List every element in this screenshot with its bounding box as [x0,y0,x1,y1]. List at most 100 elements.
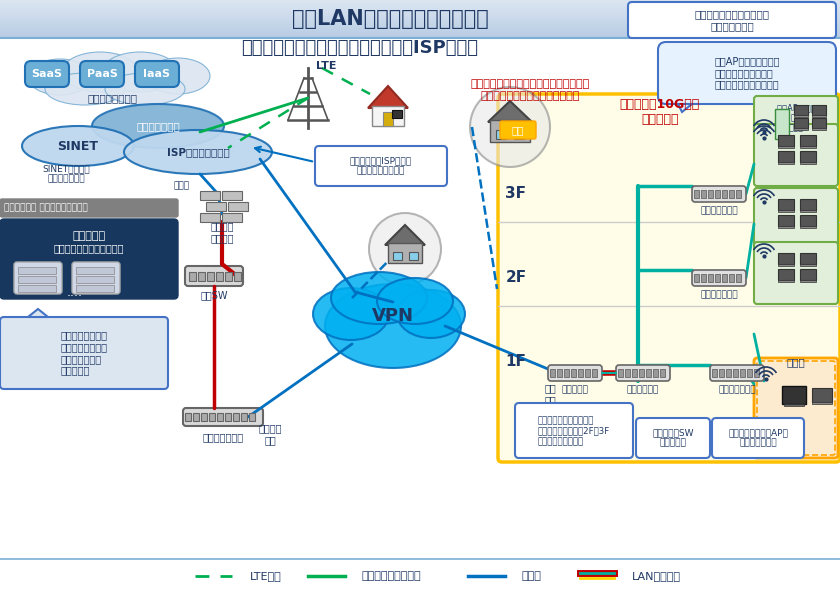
Bar [234,272,241,281]
Bar [557,369,562,377]
FancyBboxPatch shape [636,418,710,458]
Bar [0,36,840,37]
Ellipse shape [105,73,185,105]
FancyBboxPatch shape [498,94,840,462]
Bar [794,105,808,115]
Polygon shape [368,86,408,108]
Bar [0,17,840,18]
Bar [701,274,706,282]
Bar [778,135,794,146]
Bar [812,105,826,115]
Text: 充電: 充電 [791,113,801,122]
Ellipse shape [22,126,134,166]
FancyBboxPatch shape [754,188,838,250]
Polygon shape [678,104,692,112]
Bar [206,202,226,211]
FancyBboxPatch shape [754,242,838,304]
Bar [694,274,699,282]
Bar [0,26,840,27]
Bar [747,369,752,377]
Ellipse shape [102,52,178,92]
Ellipse shape [124,130,272,174]
FancyBboxPatch shape [712,418,804,458]
Bar [0,4,840,5]
Bar [0,29,840,30]
FancyBboxPatch shape [710,365,764,381]
Bar [0,3,840,4]
Bar [193,413,199,421]
Bar [778,162,794,164]
Bar [800,135,816,146]
Bar [639,369,644,377]
Bar [0,12,840,13]
Bar [578,369,583,377]
Bar [233,413,239,421]
FancyBboxPatch shape [754,96,838,140]
Bar [0,16,840,17]
Bar [794,118,808,128]
Bar [189,272,196,281]
Bar [812,128,826,130]
Bar [550,369,555,377]
Text: 携帯キャリア通信網: 携帯キャリア通信網 [362,571,422,581]
Text: フロアスイッチ: フロアスイッチ [701,290,738,299]
Bar [0,5,840,6]
Bar [646,369,651,377]
Bar [625,369,630,377]
Bar [76,267,114,274]
Bar [800,162,816,164]
FancyBboxPatch shape [25,61,69,87]
Bar [0,22,840,23]
Polygon shape [28,309,48,317]
Text: 職員室: 職員室 [786,357,806,367]
Text: VPN: VPN [372,307,414,325]
Bar [0,30,840,31]
Bar [490,120,530,142]
Bar [800,151,816,162]
Text: フロアスイッチ: フロアスイッチ [718,386,756,394]
Ellipse shape [325,284,461,368]
Bar [592,369,597,377]
Bar [736,190,741,198]
Polygon shape [488,101,532,122]
Text: 1F: 1F [506,355,527,369]
Ellipse shape [62,52,138,92]
Bar [0,25,840,26]
Bar [222,191,242,200]
Bar [383,112,393,126]
Text: ネットワーク構成例（センター集約ISP接続）: ネットワーク構成例（センター集約ISP接続） [242,39,479,57]
Text: 各フロアのSW
を集約する: 各フロアのSW を集約する [652,428,694,448]
Text: 拠点ルータ: 拠点ルータ [562,386,589,394]
Bar [729,274,734,282]
Bar [585,369,590,377]
Bar [0,34,840,35]
Bar [0,19,840,20]
FancyBboxPatch shape [185,266,243,286]
Text: PaaS: PaaS [87,69,118,79]
Bar [222,213,242,222]
Ellipse shape [92,104,224,148]
Text: ....: .... [67,286,83,299]
Bar [800,280,816,282]
Bar [200,213,220,222]
Text: ISP（プロバイダ）: ISP（プロバイダ） [166,147,229,157]
Bar [209,413,215,421]
Bar [800,264,816,266]
Bar [564,369,569,377]
Text: （プライベートクラウド）: （プライベートクラウド） [54,243,124,253]
Text: SaaS: SaaS [32,69,62,79]
Bar [0,21,840,22]
Bar [729,190,734,198]
Bar [18,285,56,292]
Ellipse shape [45,73,125,105]
FancyBboxPatch shape [315,146,447,186]
Polygon shape [385,225,425,245]
Text: IaaS: IaaS [144,69,171,79]
Text: 校内LANのモデル調達仕様書例: 校内LANのモデル調達仕様書例 [291,9,488,29]
Ellipse shape [470,87,550,167]
Text: SINET: SINET [57,140,98,153]
Bar [0,28,840,29]
Bar [812,115,826,117]
Ellipse shape [397,290,465,338]
Bar [207,272,214,281]
